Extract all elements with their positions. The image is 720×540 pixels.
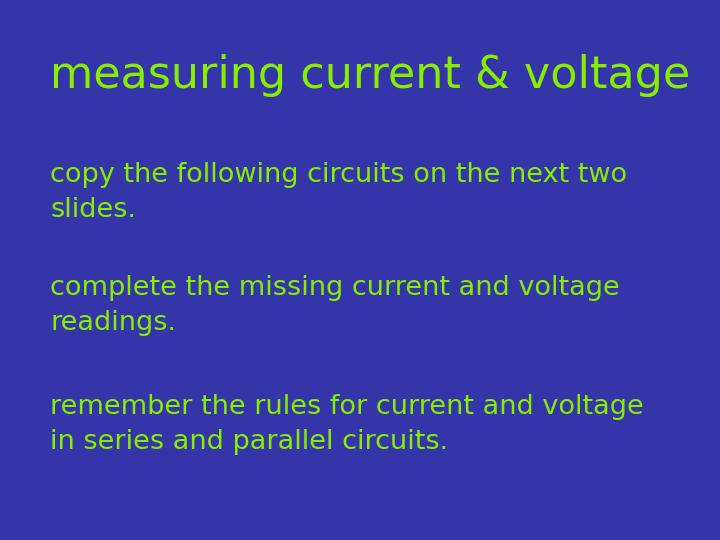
Text: complete the missing current and voltage
readings.: complete the missing current and voltage… [50,275,620,336]
Text: copy the following circuits on the next two
slides.: copy the following circuits on the next … [50,162,628,223]
Text: remember the rules for current and voltage
in series and parallel circuits.: remember the rules for current and volta… [50,394,644,455]
Text: measuring current & voltage: measuring current & voltage [50,54,690,97]
